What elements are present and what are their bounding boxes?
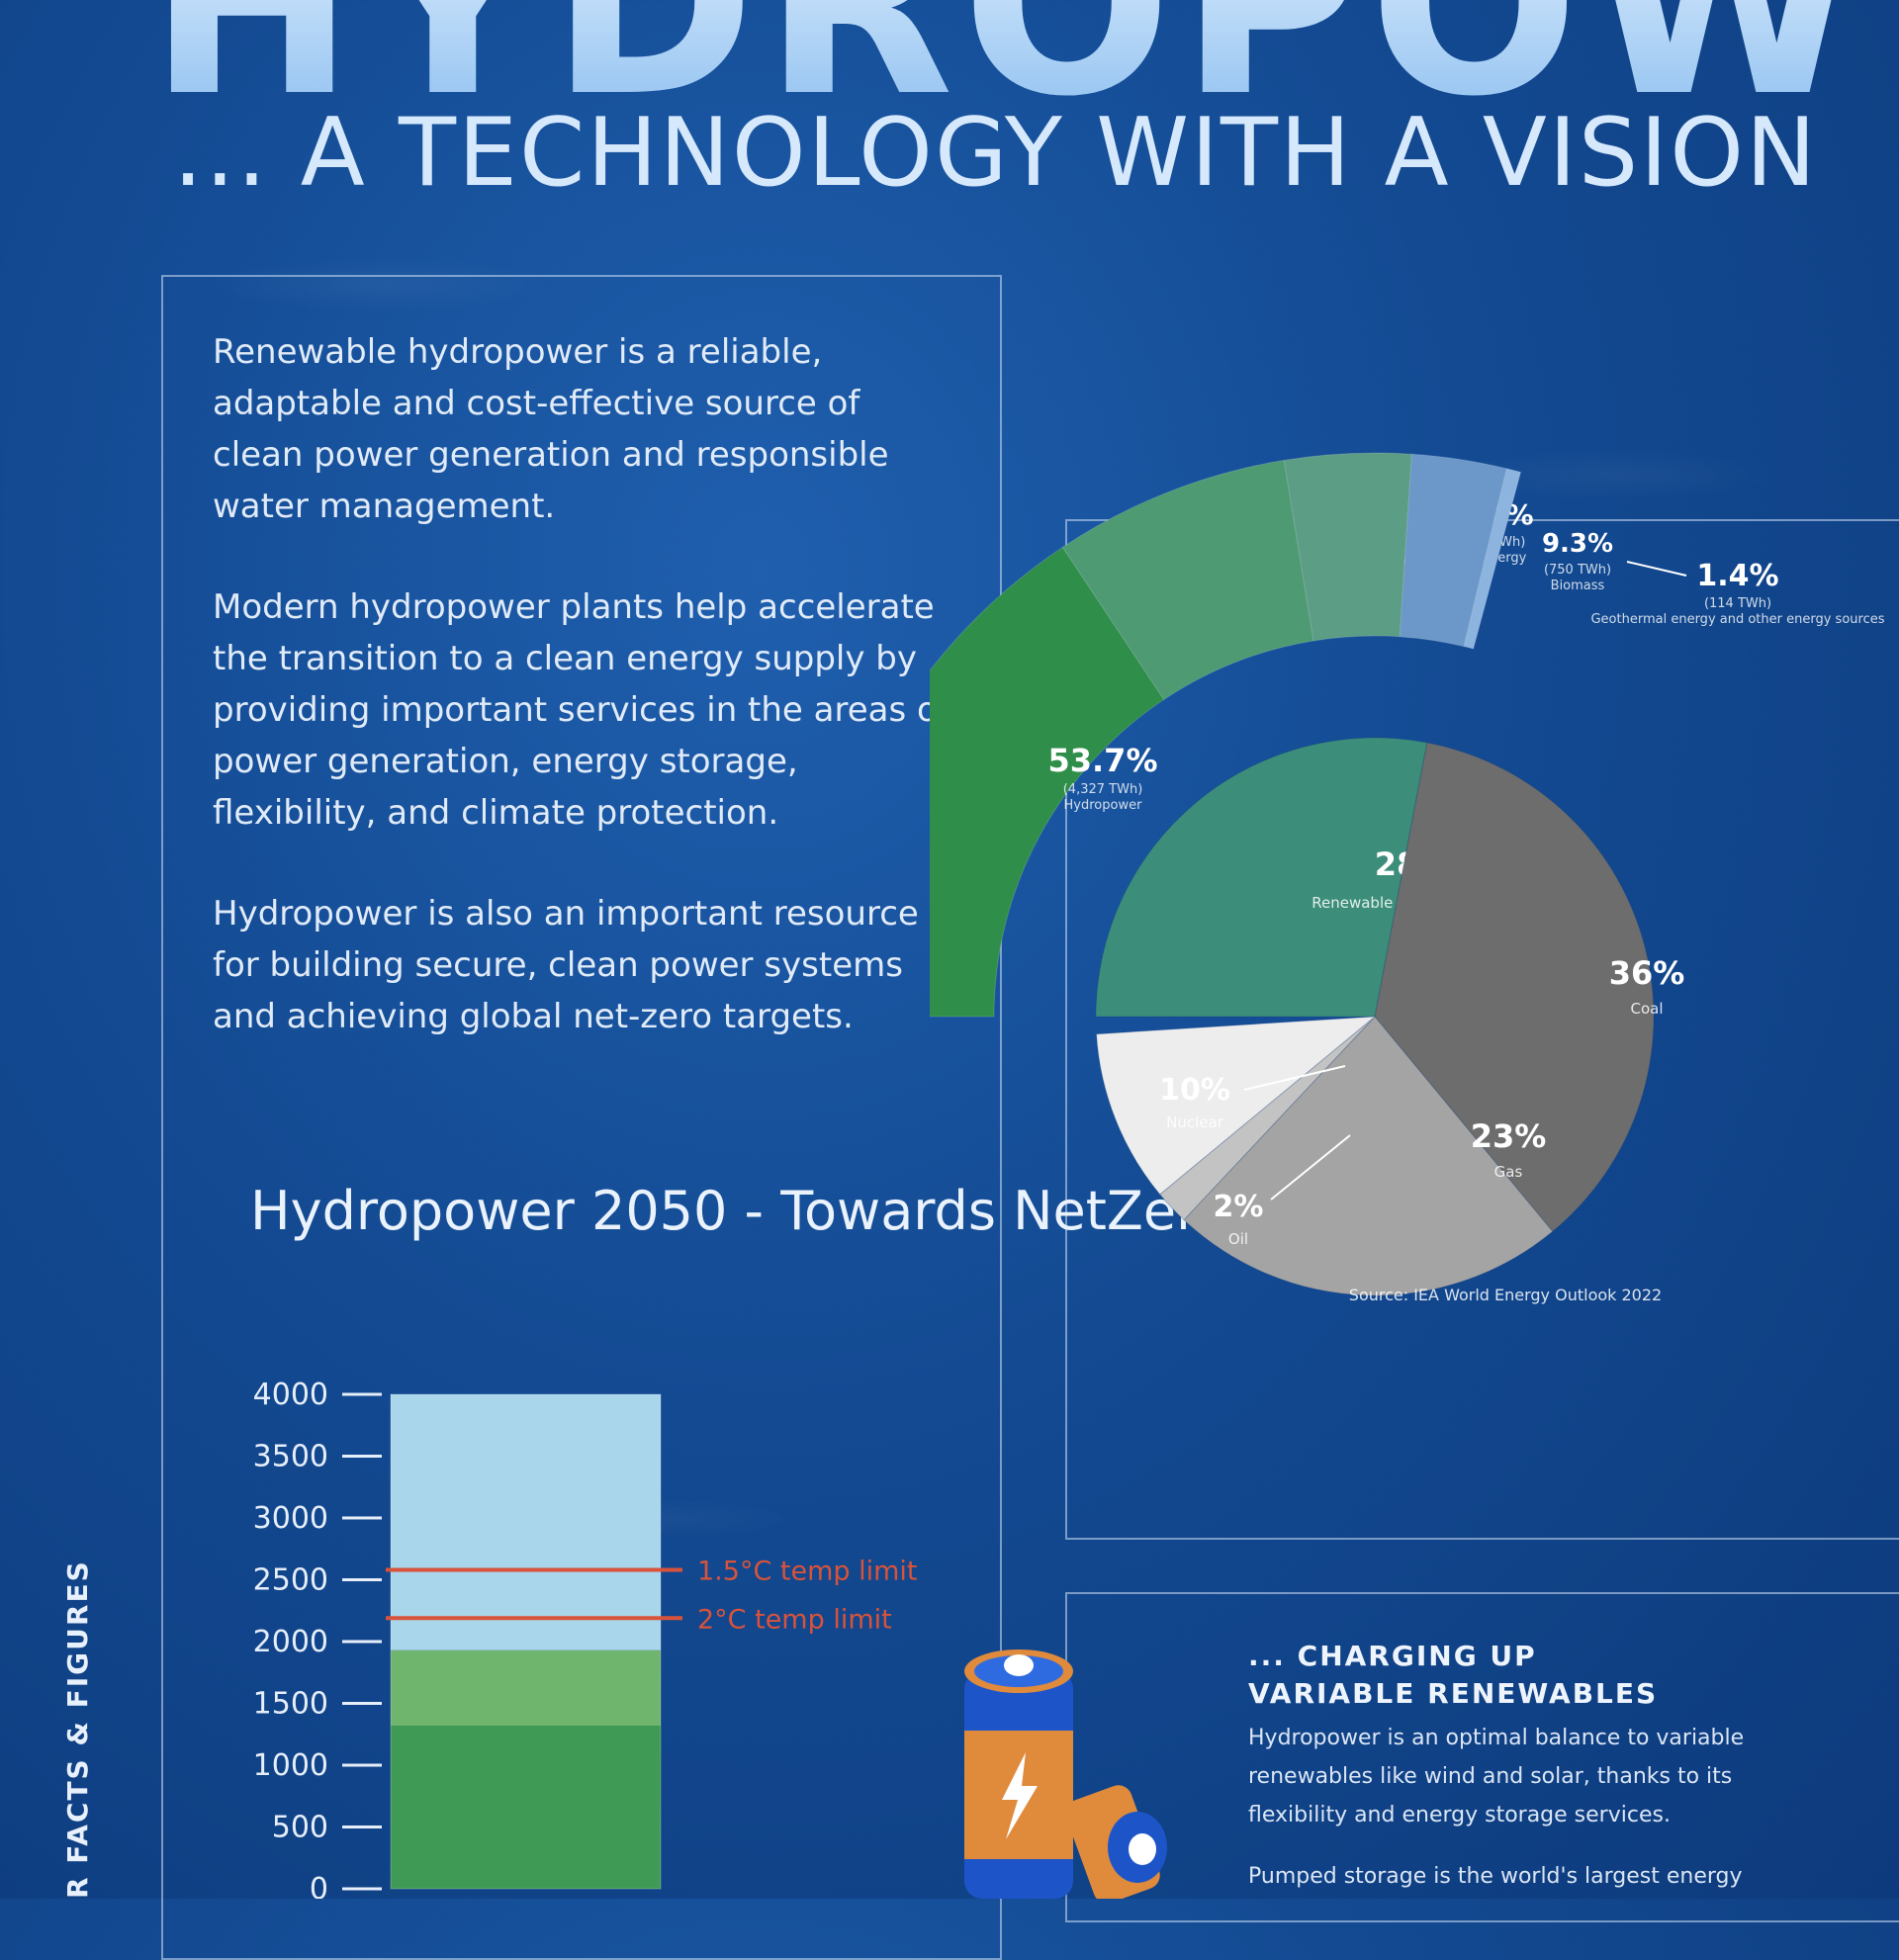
chart-source: Source: IEA World Energy Outlook 2022	[1349, 1286, 1662, 1304]
page-title: HYDROPOW	[148, 0, 1867, 131]
bar-segment	[391, 1649, 661, 1726]
intro-paragraph-1: Renewable hydropower is a reliable, adap…	[213, 332, 889, 526]
donut-detail-label: (114 TWh)	[1704, 596, 1771, 611]
leader-line	[1270, 1134, 1351, 1201]
donut-name-label: Biomass	[1551, 579, 1605, 593]
donut-name-label: Geothermal energy and other energy sourc…	[1590, 612, 1884, 627]
pie-name-label: Oil	[1228, 1230, 1248, 1248]
bar-outline	[390, 1393, 662, 1890]
battery-small	[1065, 1785, 1167, 1899]
bar-chart-2050: 4000 3500 3000 2500 2000 1500 1000 500 0 1.5°C te…	[253, 1378, 918, 1899]
leader-line	[1626, 561, 1687, 577]
pie-slice	[1374, 742, 1655, 1232]
pie-pct-label: 23%	[1471, 1117, 1547, 1155]
threshold-label: 1.5°C temp limit	[697, 1557, 918, 1587]
donut-detail-label: (4,327 TWh)	[1063, 782, 1143, 797]
charging-body: Hydropower is an optimal balance to vari…	[1248, 1726, 1745, 1827]
page-subtitle: ... A TECHNOLOGY WITH A VISION	[173, 99, 1819, 208]
y-tick-label: 3500	[253, 1440, 328, 1474]
y-tick-label: 2500	[253, 1563, 328, 1598]
threshold-label: 2°C temp limit	[697, 1604, 892, 1635]
pie-slice	[1183, 1016, 1554, 1296]
side-label: R FACTS & FIGURES	[61, 1559, 94, 1899]
pie-pct-label: 2%	[1214, 1190, 1264, 1224]
donut-name-label: Hydropower	[1064, 798, 1143, 813]
y-tick-label: 500	[272, 1811, 328, 1845]
y-tick-label: 4000	[253, 1378, 328, 1412]
donut-pct-label: 53.7%	[1047, 742, 1157, 779]
pie-pct-label: 36%	[1609, 954, 1685, 992]
charging-body-continued: Pumped storage is the world's largest en…	[1248, 1864, 1743, 1889]
charging-title: ... CHARGING UP VARIABLE RENEWABLES	[1248, 1640, 1659, 1710]
intro-paragraph-2: Modern hydropower plants help accelerate…	[213, 587, 950, 833]
y-tick-label: 2000	[253, 1625, 328, 1659]
battery-icon	[964, 1649, 1167, 1899]
pie-name-label: Nuclear	[1166, 1114, 1224, 1131]
donut-detail-label: (750 TWh)	[1544, 563, 1611, 578]
y-tick-label: 1000	[253, 1748, 328, 1783]
battery-large	[964, 1649, 1073, 1899]
pie-name-label: Coal	[1630, 1000, 1663, 1018]
y-tick-label: 3000	[253, 1501, 328, 1536]
bar-segment	[391, 1394, 661, 1650]
pie-slice	[1159, 1016, 1376, 1221]
pie-pct-label: 10%	[1159, 1073, 1230, 1108]
intro-paragraph-3: Hydropower is also an important resource…	[213, 894, 919, 1036]
donut-slice	[930, 546, 1165, 1018]
pie-name-label: Gas	[1494, 1163, 1523, 1181]
pie-slice	[1096, 1016, 1377, 1196]
donut-pct-label: 1.4%	[1696, 559, 1778, 593]
bar-segment	[391, 1726, 661, 1889]
donut-slice	[1463, 468, 1522, 650]
y-tick-label: 0	[310, 1872, 328, 1899]
chart-2050-title: Hydropower 2050 - Towards NetZero	[250, 1180, 1230, 1242]
donut-slice	[1399, 453, 1507, 648]
donut-pct-label: 9.3%	[1542, 529, 1613, 559]
leader-line	[1243, 1065, 1346, 1091]
pie-slice	[1095, 737, 1428, 1018]
y-tick-label: 1500	[253, 1687, 328, 1722]
energy-mix-chart: 53.7%(4,327 TWh)Hydropower23.2%(1,870 TW…	[930, 452, 1885, 1304]
